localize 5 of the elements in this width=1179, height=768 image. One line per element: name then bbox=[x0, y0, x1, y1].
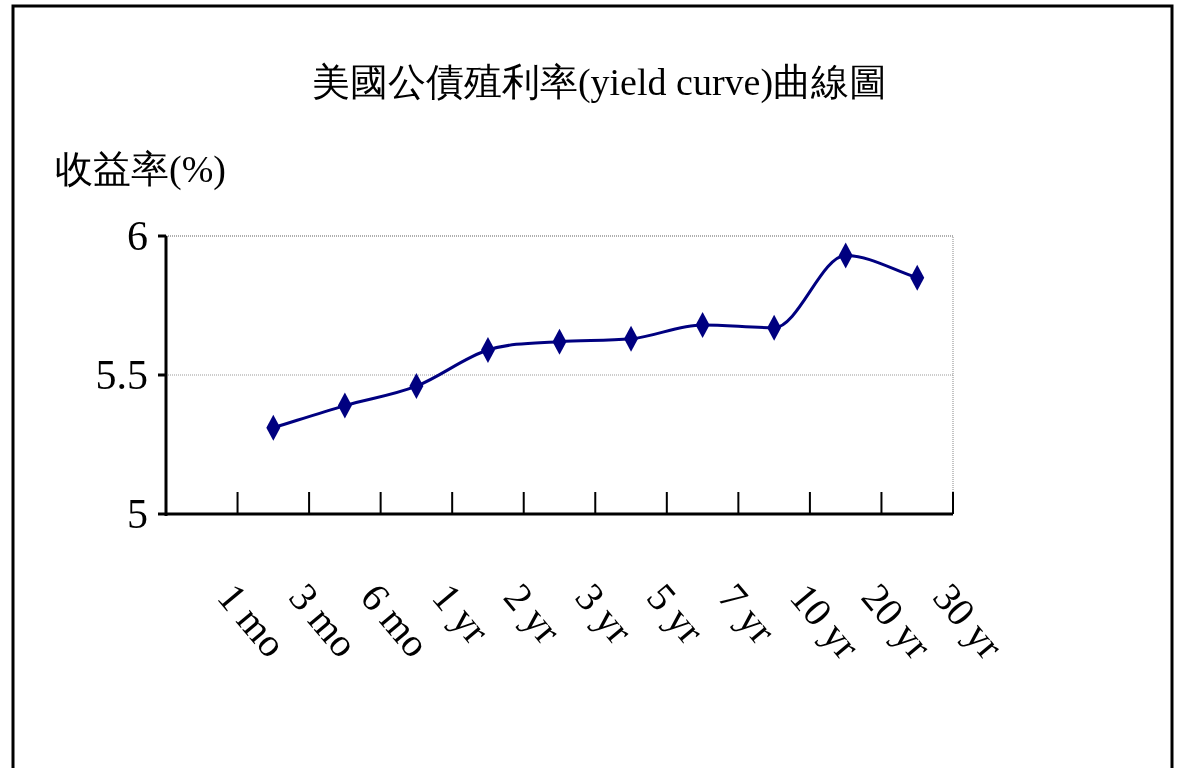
chart-title: 美國公債殖利率(yield curve)曲線圖 bbox=[311, 61, 888, 104]
y-tick-label: 5 bbox=[127, 491, 148, 537]
y-tick-label: 6 bbox=[127, 213, 148, 259]
y-tick-label: 5.5 bbox=[95, 352, 148, 398]
y-axis-title: 收益率(%) bbox=[55, 148, 226, 191]
